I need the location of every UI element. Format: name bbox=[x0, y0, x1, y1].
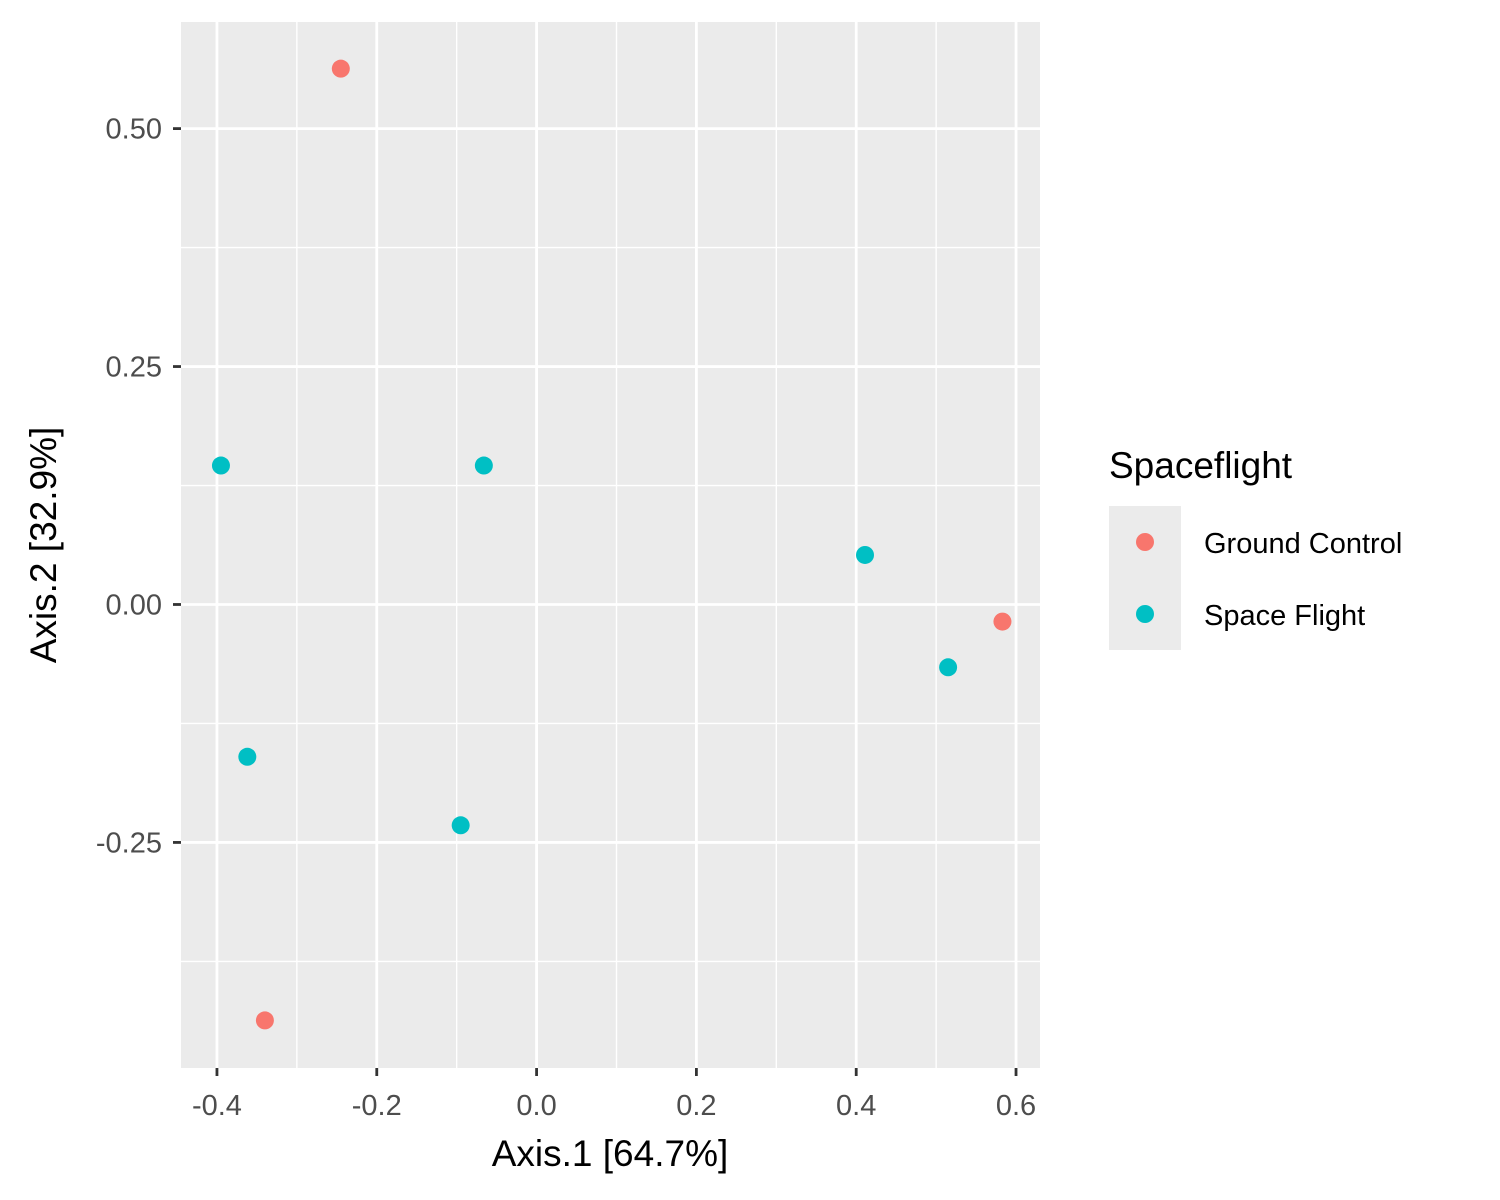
legend: Spaceflight Ground Control Space Flight bbox=[1109, 445, 1402, 650]
point-space-flight bbox=[451, 816, 470, 835]
x-tick-label: -0.2 bbox=[352, 1090, 402, 1122]
point-ground-control bbox=[993, 612, 1012, 631]
panel-background bbox=[181, 22, 1040, 1068]
legend-key-ground-control bbox=[1136, 533, 1154, 551]
x-tick-label: 0.0 bbox=[516, 1090, 556, 1122]
y-tick-label: -0.25 bbox=[96, 827, 162, 859]
legend-key-background bbox=[1109, 506, 1181, 650]
point-space-flight bbox=[939, 658, 958, 677]
point-space-flight bbox=[238, 747, 257, 766]
y-axis-title: Axis.2 [32.9%] bbox=[23, 427, 64, 664]
point-space-flight bbox=[211, 456, 230, 475]
point-space-flight bbox=[474, 456, 493, 475]
legend-title: Spaceflight bbox=[1109, 445, 1293, 486]
x-tick-label: 0.2 bbox=[676, 1090, 716, 1122]
y-tick-label: 0.50 bbox=[106, 114, 162, 146]
x-axis: -0.4 -0.2 0.0 0.2 0.4 0.6 bbox=[192, 1068, 1036, 1122]
y-tick-label: 0.25 bbox=[106, 352, 162, 384]
data-points bbox=[211, 59, 1012, 1030]
point-space-flight bbox=[856, 545, 875, 564]
x-tick-label: -0.4 bbox=[192, 1090, 242, 1122]
minor-gridlines bbox=[181, 22, 1040, 1068]
x-axis-title: Axis.1 [64.7%] bbox=[492, 1133, 729, 1174]
legend-label-space-flight: Space Flight bbox=[1204, 600, 1365, 632]
legend-label-ground-control: Ground Control bbox=[1204, 528, 1402, 560]
legend-key-space-flight bbox=[1136, 605, 1154, 623]
point-ground-control bbox=[331, 59, 350, 78]
x-tick-label: 0.4 bbox=[836, 1090, 876, 1122]
point-ground-control bbox=[255, 1011, 274, 1030]
major-gridlines bbox=[181, 22, 1040, 1068]
x-tick-label: 0.6 bbox=[996, 1090, 1036, 1122]
y-axis: 0.50 0.25 0.00 -0.25 bbox=[96, 114, 181, 859]
y-tick-label: 0.00 bbox=[106, 589, 162, 621]
